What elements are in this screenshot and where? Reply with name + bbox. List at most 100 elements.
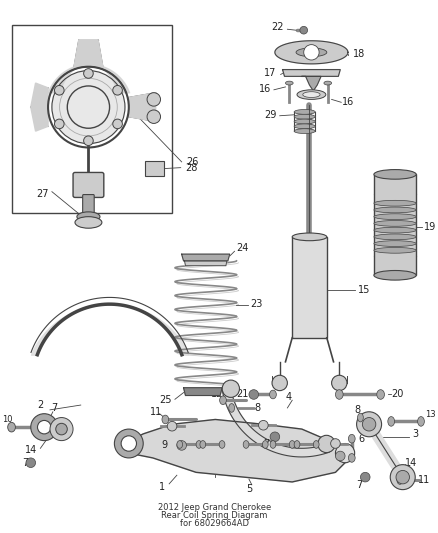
Ellipse shape: [75, 217, 102, 228]
Polygon shape: [283, 70, 340, 76]
Circle shape: [336, 451, 345, 461]
Ellipse shape: [374, 227, 416, 233]
Text: 6: 6: [358, 434, 364, 443]
Bar: [11, 26, 172, 213]
FancyBboxPatch shape: [73, 173, 104, 197]
Circle shape: [31, 414, 58, 441]
Text: 16: 16: [342, 98, 354, 107]
Ellipse shape: [374, 247, 416, 253]
Ellipse shape: [417, 417, 424, 426]
Circle shape: [357, 412, 381, 437]
Circle shape: [121, 436, 137, 451]
Ellipse shape: [229, 403, 234, 412]
Text: 11: 11: [418, 475, 430, 485]
Text: 20: 20: [392, 390, 404, 399]
Circle shape: [84, 69, 93, 78]
Text: 11: 11: [150, 407, 162, 417]
Text: 1: 1: [159, 482, 166, 492]
Text: 7: 7: [263, 439, 269, 448]
Text: 5: 5: [246, 483, 252, 494]
Text: 23: 23: [251, 299, 263, 309]
Circle shape: [119, 437, 138, 456]
Ellipse shape: [294, 119, 315, 124]
Circle shape: [56, 423, 67, 435]
Text: 14: 14: [25, 445, 37, 455]
Circle shape: [38, 421, 51, 434]
Text: 29: 29: [264, 110, 276, 120]
Text: 7: 7: [357, 480, 363, 490]
Circle shape: [50, 417, 73, 441]
Text: 7: 7: [52, 403, 58, 413]
Circle shape: [300, 26, 307, 34]
Text: 9: 9: [161, 440, 167, 450]
Polygon shape: [223, 389, 329, 457]
Text: 16: 16: [259, 84, 272, 94]
Ellipse shape: [196, 441, 202, 448]
Ellipse shape: [313, 441, 319, 448]
Text: Rear Coil Spring Diagram: Rear Coil Spring Diagram: [161, 511, 268, 520]
Text: 15: 15: [358, 285, 371, 295]
Ellipse shape: [200, 441, 206, 448]
Ellipse shape: [357, 413, 364, 422]
Text: 27: 27: [36, 189, 49, 199]
Ellipse shape: [292, 233, 327, 241]
Circle shape: [147, 93, 160, 106]
Polygon shape: [302, 76, 321, 91]
Ellipse shape: [374, 207, 416, 213]
Ellipse shape: [377, 390, 385, 399]
Ellipse shape: [294, 124, 315, 129]
Ellipse shape: [397, 475, 403, 484]
Circle shape: [258, 421, 268, 430]
Ellipse shape: [262, 441, 268, 448]
Circle shape: [331, 439, 340, 448]
Polygon shape: [74, 40, 103, 67]
Ellipse shape: [374, 200, 416, 206]
Text: 3: 3: [412, 429, 418, 439]
Text: 10: 10: [3, 415, 13, 424]
Ellipse shape: [294, 114, 315, 119]
Ellipse shape: [219, 396, 226, 405]
Text: 17: 17: [264, 68, 276, 78]
Ellipse shape: [290, 441, 295, 448]
Text: 19: 19: [424, 222, 436, 232]
Polygon shape: [52, 70, 125, 143]
Ellipse shape: [348, 454, 355, 462]
Ellipse shape: [8, 422, 15, 432]
FancyBboxPatch shape: [145, 161, 164, 176]
Circle shape: [390, 465, 415, 490]
Circle shape: [167, 422, 177, 431]
Ellipse shape: [219, 441, 225, 448]
Text: 28: 28: [185, 163, 198, 173]
FancyBboxPatch shape: [83, 195, 94, 214]
Ellipse shape: [374, 169, 416, 179]
Text: 9: 9: [345, 449, 351, 459]
Ellipse shape: [294, 109, 315, 114]
Text: 4: 4: [285, 392, 291, 402]
Text: 24: 24: [236, 244, 248, 253]
Ellipse shape: [374, 270, 416, 280]
Circle shape: [84, 136, 93, 146]
Circle shape: [336, 443, 355, 463]
Ellipse shape: [177, 441, 183, 448]
Ellipse shape: [270, 390, 276, 399]
Polygon shape: [182, 254, 230, 261]
Circle shape: [396, 471, 410, 484]
Text: 22: 22: [272, 22, 284, 33]
Circle shape: [270, 432, 280, 441]
Ellipse shape: [162, 415, 169, 424]
Ellipse shape: [374, 241, 416, 246]
Text: 2012 Jeep Grand Cherokee: 2012 Jeep Grand Cherokee: [158, 503, 271, 512]
Circle shape: [26, 458, 35, 467]
Circle shape: [318, 435, 335, 453]
Ellipse shape: [243, 441, 249, 448]
Ellipse shape: [77, 212, 100, 222]
Ellipse shape: [297, 90, 326, 100]
Text: 2: 2: [37, 400, 43, 410]
Text: 14: 14: [405, 458, 417, 468]
Text: for 68029664AD: for 68029664AD: [180, 519, 249, 528]
Ellipse shape: [303, 92, 320, 98]
Ellipse shape: [294, 129, 315, 134]
Text: 8: 8: [254, 403, 261, 413]
Circle shape: [114, 429, 143, 458]
FancyBboxPatch shape: [292, 237, 327, 338]
